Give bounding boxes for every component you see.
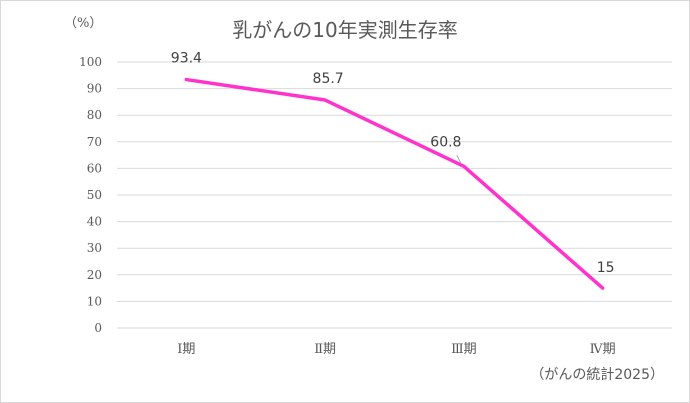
y-tick-label: 30 (87, 241, 102, 255)
y-tick-label: 60 (87, 161, 102, 175)
source-note: （がんの統計2025） (530, 367, 664, 383)
chart-title: 乳がんの10年実測生存率 (232, 18, 458, 42)
x-tick-label: Ⅰ期 (177, 342, 195, 357)
x-tick-label: Ⅱ期 (314, 342, 336, 357)
data-label: 85.7 (313, 71, 344, 87)
series-line (184, 77, 605, 290)
y-axis-unit-label: （%） (64, 16, 103, 31)
y-tick-label: 90 (87, 82, 102, 96)
y-tick-label: 40 (87, 215, 102, 229)
x-tick-label: Ⅲ期 (451, 342, 477, 357)
y-tick-label: 50 (87, 188, 102, 202)
y-tick-label: 10 (87, 294, 102, 308)
y-tick-label: 20 (87, 268, 102, 282)
y-tick-label: 80 (87, 108, 102, 122)
data-label: 15 (597, 260, 615, 276)
data-label: 60.8 (430, 134, 461, 150)
y-tick-label: 0 (94, 321, 102, 335)
y-tick-label: 100 (79, 55, 102, 69)
x-tick-label: Ⅳ期 (590, 342, 616, 357)
data-label: 93.4 (171, 51, 202, 67)
data-label-leader (456, 155, 462, 164)
y-tick-label: 70 (87, 135, 102, 149)
